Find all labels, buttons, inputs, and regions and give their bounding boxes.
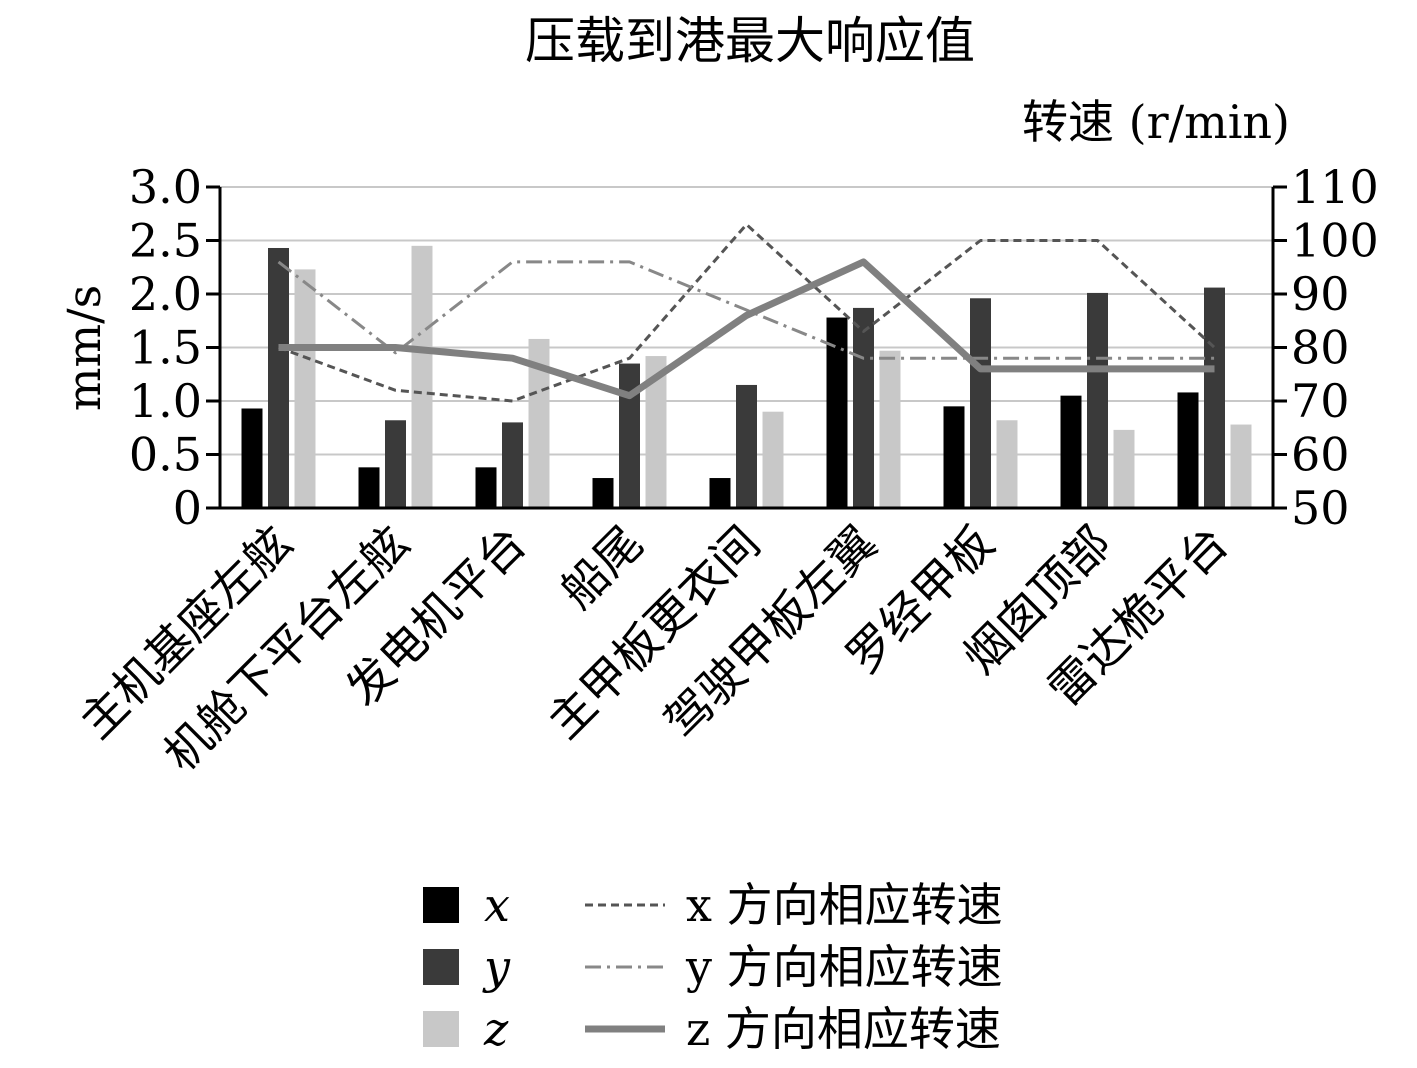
bar-x [475,467,497,508]
bar-z [411,245,433,508]
left-tick-label: 3.0 [129,160,202,214]
bar-y [385,420,406,508]
line-series-1 [277,222,1216,403]
bar-x [943,406,965,508]
legend-label: z [483,1002,509,1056]
right-tick-label: 110 [1291,160,1379,214]
legend-label: x [484,878,510,932]
left-tick-label: 1.0 [129,374,202,428]
left-tick-label: 1.5 [129,321,202,375]
bar-x [592,478,614,508]
legend-label: x 方向相应转速 [686,878,1003,932]
bar-x [1177,392,1199,508]
bar-x [1060,395,1082,508]
left-axis-label: mm/s [57,285,111,411]
legend-swatch-y [423,949,459,985]
bar-y [970,298,991,508]
chart-title: 压载到港最大响应值 [525,12,975,70]
bar-z [1230,424,1252,508]
bar-x [358,467,380,508]
left-tick-label: 0 [173,481,202,535]
bar-x [241,408,263,508]
legend-swatch-z [423,1011,459,1047]
bar-y [619,363,640,508]
bar-x [826,317,848,508]
right-tick-label: 100 [1291,214,1379,268]
bar-z [996,420,1018,508]
bar-y [1087,292,1108,508]
right-tick-label: 80 [1291,321,1350,375]
left-axis-ticks: 00.51.01.52.02.53.0 [129,160,202,535]
bar-z [645,356,667,508]
bar-z [879,350,901,508]
series-lines [277,222,1216,403]
legend-label: y 方向相应转速 [685,940,1003,994]
right-tick-label: 70 [1291,374,1350,428]
left-tick-label: 0.5 [129,428,202,482]
bar-y [736,384,757,508]
right-axis-label: 转速 (r/min) [1022,95,1290,149]
legend-label: z 方向相应转速 [686,1002,1001,1056]
left-tick-label: 2.5 [129,214,202,268]
right-tick-label: 60 [1291,428,1350,482]
bar-z [294,269,316,508]
left-tick-label: 2.0 [129,267,202,321]
category-label: 船尾 [550,516,653,619]
bar-y [1204,287,1225,508]
bar-x [709,478,731,508]
bar-y [502,422,523,508]
right-tick-label: 90 [1291,267,1350,321]
bar-z [528,338,550,508]
bar-z [762,411,784,508]
bar-y [268,247,289,509]
line-series-3 [278,258,1215,400]
right-tick-label: 50 [1291,481,1350,535]
line-series-2 [277,260,1215,360]
legend-label: y [482,940,511,994]
legend: xyz x 方向相应转速 y 方向相应转速 z 方向相应转速 [423,878,1003,1056]
legend-swatch-x [423,887,459,923]
bar-y [853,307,874,508]
axes [206,185,1287,510]
bar-z [1113,429,1135,508]
bars [241,245,1252,509]
